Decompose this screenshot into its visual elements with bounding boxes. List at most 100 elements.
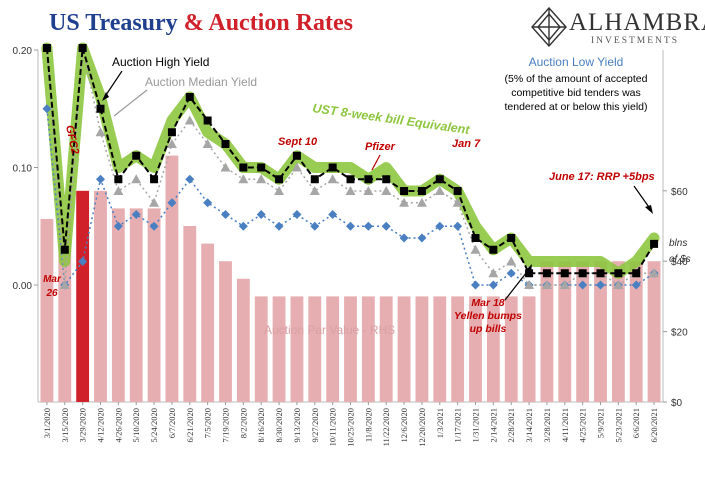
x-tick-label: 8/2/2020 [238,408,248,438]
high-yield-marker [489,245,498,254]
low-yield-marker [471,280,480,290]
par-value-bar [290,296,304,402]
low-yield-marker [78,257,88,266]
title-part-1: US Treasury [49,10,178,36]
right-tick-label: $40 [671,257,688,268]
high-yield-marker [203,116,212,125]
x-tick-label: 8/30/2020 [274,408,284,442]
low-yield-line [46,108,655,287]
x-tick-label: 3/28/2021 [542,408,552,442]
high-yield-marker [560,269,569,278]
high-yield-marker [364,175,373,184]
logo-subtitle: INVESTMENTS [591,36,679,46]
median-yield-marker [291,162,302,172]
x-tick-label: 5/24/2020 [149,408,159,442]
low-yield-marker [631,280,641,290]
par-value-bar [219,261,232,402]
high-yield-marker [382,175,391,184]
high-yield-label: Auction High Yield [112,55,209,69]
median-yield-marker [559,280,570,289]
mar26-label-2: 26 [45,288,58,299]
par-value-bar [272,296,286,402]
high-yield-marker [167,128,176,137]
low-yield-marker [381,221,391,231]
low-yield-marker [363,221,373,231]
high-yield-marker [346,175,355,184]
par-value-bar [111,208,125,402]
high-yield-marker [185,93,194,101]
median-yield-marker [524,280,535,289]
median-yield-marker [613,280,624,289]
high-yield-marker [435,175,444,184]
par-value-bar [129,208,143,402]
par-value-bar [486,296,500,402]
left-tick-label: 0.00 [13,281,33,292]
low-yield-marker [256,210,266,219]
x-tick-label: 5/10/2020 [131,408,141,442]
high-yield-marker [114,175,123,184]
par-value-bar [558,261,572,402]
par-value-bar [40,218,54,402]
low-yield-note-line: tendered at or below this yield) [505,101,648,113]
low-yield-title: Auction Low Yield [529,55,624,69]
median-yield-marker [184,115,195,125]
low-yield-marker [506,268,516,278]
x-tick-label: 1/17/2021 [453,408,463,442]
high-yield-marker [328,163,337,172]
x-tick-label: 4/25/2021 [578,408,588,442]
median-yield-label: Auction Median Yield [145,75,257,89]
high-yield-marker [60,245,69,254]
june17-arrowhead [645,205,653,214]
high-yield-marker [275,175,284,184]
x-tick-label: 4/11/2021 [560,408,570,442]
high-yield-marker [221,140,230,148]
high-yield-arrow [103,70,123,99]
median-yield-marker [220,162,231,172]
high-yield-marker [78,44,87,52]
title-part-2: & Auction Rates [183,10,354,36]
right-tick-label: $20 [671,328,688,339]
x-tick-label: 4/26/2020 [113,408,123,442]
chart-title: US Treasury & Auction Rates [49,10,353,37]
par-value-bar [433,296,447,402]
logo-name: ALHAMBRA [569,9,705,36]
left-tick-label: 0.10 [13,164,33,175]
right-axis-label-2: of $s [669,254,691,265]
median-yield-marker [506,256,517,266]
par-value-bar [647,261,661,402]
par-value-bar [344,296,357,402]
x-tick-label: 6/21/2020 [185,408,195,442]
median-yield-marker [345,186,356,195]
par-value-bar [361,296,375,402]
x-tick-label: 7/19/2020 [221,408,231,442]
low-yield-marker [488,280,498,290]
par-value-bar [165,155,179,402]
high-yield-marker [614,269,623,278]
ust-label: UST 8-week bill Equivalent [312,101,472,137]
par-value-bar [594,261,607,402]
low-yield-marker [346,221,355,231]
x-tick-label: 4/12/2020 [96,408,106,442]
low-yield-marker [435,221,445,231]
par-value-bar [469,296,482,402]
x-tick-label: 6/7/2020 [167,408,177,438]
low-yield-marker [131,210,141,219]
low-yield-marker [149,221,159,231]
par-value-bar [451,296,465,402]
par-value-bar [522,296,536,402]
median-yield-marker [59,280,70,289]
high-yield-marker [578,269,587,278]
brand-logo: ALHAMBRA INVESTMENTS [531,6,705,48]
par-value-label: Auction Par Value - RHS [264,323,395,337]
x-tick-label: 3/14/2021 [524,408,534,442]
mar18-label-line: Yellen bumps [454,310,522,322]
high-yield-marker [507,234,516,242]
x-tick-label: 1/3/2021 [435,408,445,438]
median-yield-marker [256,174,267,184]
low-yield-marker [578,280,588,290]
jan7-label: Jan 7 [452,138,481,150]
high-yield-marker [239,163,248,172]
x-tick-label: 10/11/2020 [328,408,338,446]
right-axis-label-1: blns [669,238,687,249]
